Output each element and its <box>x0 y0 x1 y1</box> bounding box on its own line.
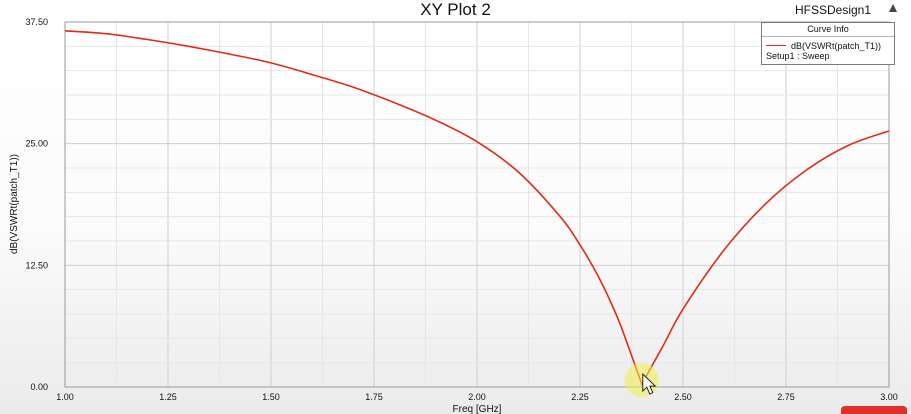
x-tick-label: 2.75 <box>777 392 795 402</box>
x-tick-label: 2.50 <box>674 392 692 402</box>
scroll-up-arrow-icon[interactable] <box>889 4 897 12</box>
curve-info-legend[interactable]: Curve Info dB(VSWRt(patch_T1)) Setup1 : … <box>761 22 895 65</box>
y-tick-label: 25.00 <box>25 139 48 149</box>
x-tick-label: 3.00 <box>880 392 898 402</box>
x-tick-label: 1.75 <box>365 392 383 402</box>
x-tick-label: 1.00 <box>56 392 74 402</box>
y-axis-label: dB(VSWRt(patch_T1)) <box>9 154 20 254</box>
series-line <box>64 30 890 387</box>
y-tick-label: 12.50 <box>25 260 48 270</box>
x-axis-label: Freq [GHz] <box>453 404 502 414</box>
design-name: HFSSDesign1 <box>794 3 871 17</box>
legend-header: Curve Info <box>762 23 894 37</box>
plot-title: XY Plot 2 <box>420 0 491 19</box>
y-tick-label: 0.00 <box>30 382 48 392</box>
legend-entry-label: dB(VSWRt(patch_T1)) <box>791 40 882 51</box>
x-tick-label: 2.00 <box>468 392 486 402</box>
marker-layer <box>624 363 659 398</box>
plot-frame <box>64 21 890 388</box>
x-tick-label: 1.50 <box>262 392 280 402</box>
mouse-pointer-icon <box>642 372 657 395</box>
cursor-highlight <box>624 363 659 398</box>
series-layer <box>64 30 890 387</box>
legend-setup-label: Setup1 : Sweep <box>766 51 830 61</box>
red-overlay-chip <box>841 406 907 414</box>
axis-layer: 1.00 1.25 1.50 1.75 2.00 2.25 2.50 2.75 3.00 0.00… <box>25 17 897 402</box>
grid-layer <box>64 21 890 388</box>
legend-entry[interactable]: dB(VSWRt(patch_T1)) <box>762 40 894 51</box>
y-tick-label: 37.50 <box>25 17 48 27</box>
x-tick-label: 1.25 <box>159 392 177 402</box>
legend-line-swatch <box>766 45 786 46</box>
x-tick-label: 2.25 <box>571 392 589 402</box>
